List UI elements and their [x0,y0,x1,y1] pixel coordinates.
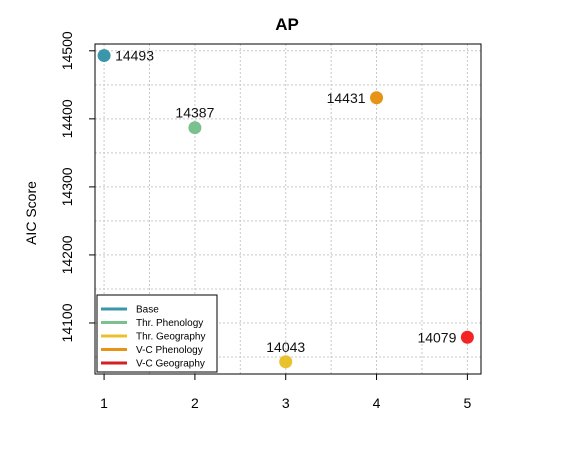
y-axis-label: AIC Score [23,181,39,245]
chart-title: AP [275,15,299,34]
legend-entry: Thr. Geography [136,332,205,343]
x-tick-label: 4 [373,395,381,411]
x-axis: 1 2 3 4 5 [100,374,471,411]
data-point [370,91,384,105]
grid-lines [95,44,481,374]
data-points: 14493 14387 14043 14431 14079 [97,48,474,369]
plot-border [94,43,482,375]
y-axis: 14100 14200 14300 14400 14500 [59,31,95,342]
data-label: 14079 [417,329,456,345]
data-label: 14431 [327,90,366,106]
legend-entry: V-C Phenology [136,345,203,356]
legend-entry: Thr. Phenology [136,318,203,329]
y-tick-label: 14300 [59,167,75,206]
data-label: 14493 [115,48,154,64]
data-point [188,121,202,135]
x-tick-label: 5 [463,395,471,411]
data-point [97,49,111,63]
legend-entry: V-C Geography [136,359,205,370]
y-tick-label: 14500 [59,31,75,70]
y-tick-label: 14100 [59,303,75,342]
data-point [279,355,293,369]
x-tick-label: 3 [282,395,290,411]
x-tick-label: 1 [100,395,108,411]
legend-entry: Base [136,305,159,316]
y-tick-label: 14400 [59,99,75,138]
legend: Base Thr. Phenology Thr. Geography V-C Phen… [96,294,218,373]
x-tick-label: 2 [191,395,199,411]
data-point [460,330,474,344]
y-tick-label: 14200 [59,235,75,274]
data-label: 14387 [175,105,214,121]
data-label: 14043 [266,339,305,355]
